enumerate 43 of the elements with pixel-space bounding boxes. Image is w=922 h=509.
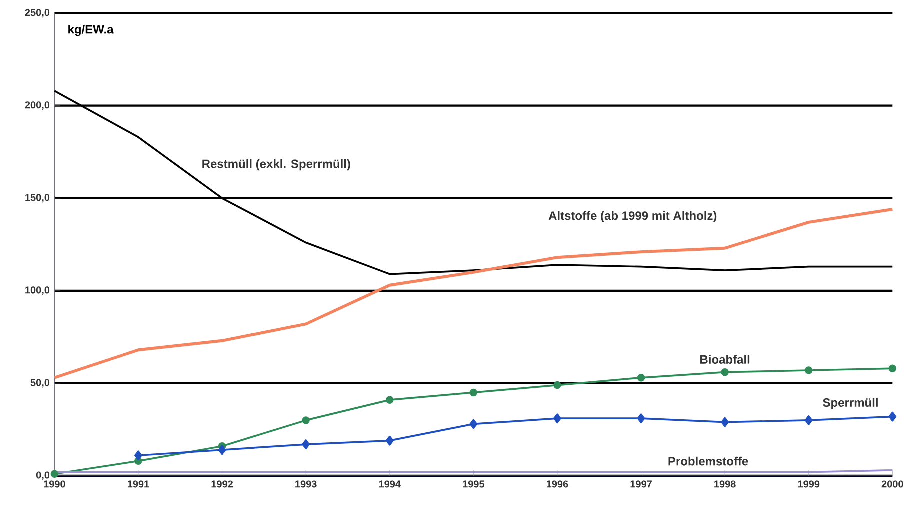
point xyxy=(302,439,310,450)
y-tick-label: 100,0 xyxy=(26,286,50,296)
point xyxy=(721,417,729,428)
x-tick-label: 1998 xyxy=(714,480,736,488)
line-series xyxy=(53,208,894,380)
x-tick-label: 1993 xyxy=(296,480,317,488)
series-label: Problemstoffe xyxy=(668,456,748,466)
y-tick-label: 150,0 xyxy=(26,194,50,202)
point xyxy=(386,396,394,404)
x-tick-label: 2000 xyxy=(882,480,904,488)
point xyxy=(637,414,646,424)
x-tick-label: 1995 xyxy=(463,480,485,488)
x-tick-label: 1990 xyxy=(44,480,66,488)
point xyxy=(386,436,394,446)
point xyxy=(218,444,226,455)
point xyxy=(804,366,813,374)
point xyxy=(470,388,478,396)
point xyxy=(888,364,897,372)
point xyxy=(470,419,478,429)
point xyxy=(637,374,646,382)
y-tick-label: 0,0 xyxy=(36,472,50,480)
point xyxy=(888,412,897,422)
y-axis-title: kg/EW.a xyxy=(68,24,114,36)
x-tick-label: 1994 xyxy=(379,480,401,488)
y-tick-label: 50,0 xyxy=(30,379,50,388)
y-tick-label: 250,0 xyxy=(25,8,50,18)
text: Altstoffe (ab 1999 mit Altholz) xyxy=(548,211,717,222)
point xyxy=(554,381,562,390)
x-tick-label: 1996 xyxy=(546,480,568,488)
x-tick-label: 1997 xyxy=(630,480,652,488)
series-label: Restmüll (exkl. Sperrmüll) xyxy=(202,159,350,171)
point xyxy=(554,414,562,424)
point xyxy=(50,470,59,478)
point xyxy=(721,368,729,376)
series-label: Sperrmüll xyxy=(823,398,878,410)
series-label: Bioabfall xyxy=(700,354,750,364)
x-tick-label: 1999 xyxy=(798,480,820,488)
point xyxy=(134,450,142,460)
x-tick-label: 1992 xyxy=(212,480,233,488)
x-tick-label: 1991 xyxy=(128,480,150,488)
point xyxy=(804,415,813,426)
point xyxy=(302,416,310,424)
y-tick-label: 200,0 xyxy=(25,101,50,110)
